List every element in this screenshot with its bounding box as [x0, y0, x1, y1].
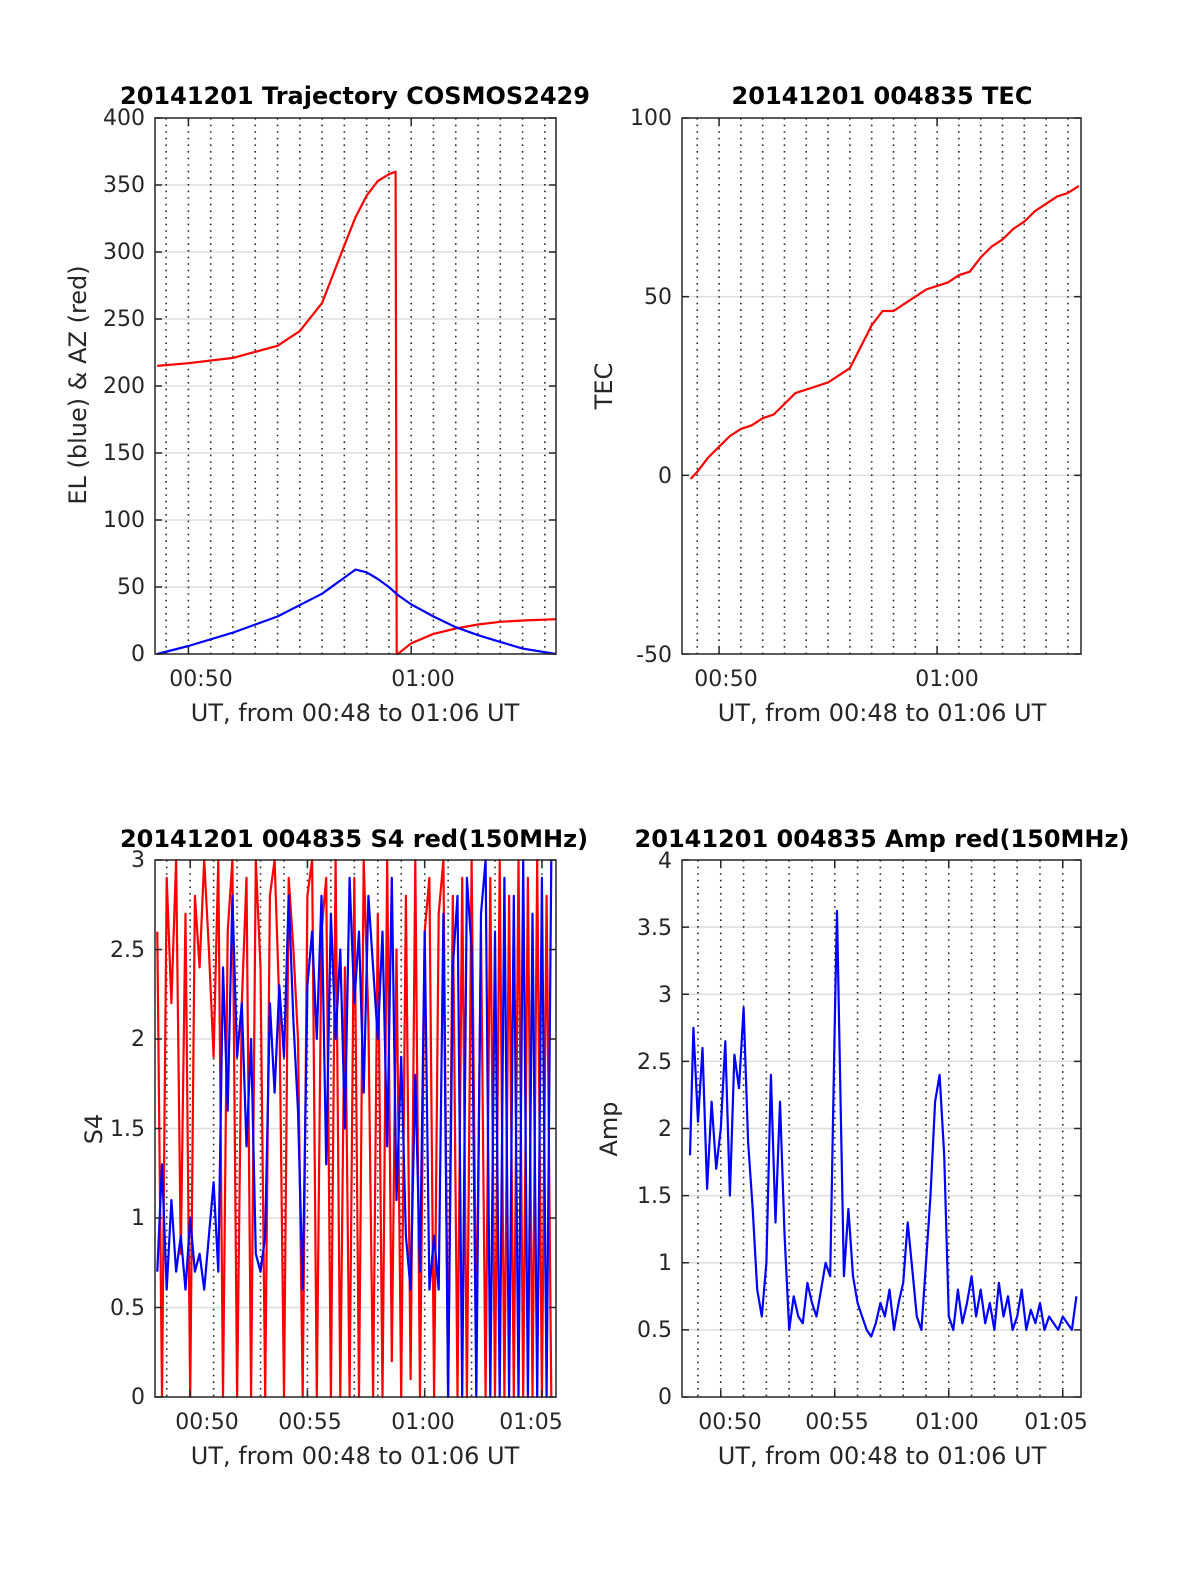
trajectory-xtick-label: 00:50 [169, 667, 232, 692]
amp-panel: 0 0.5 1 1.5 2 2.5 3 3.5 4 00:50 00:55 01… [595, 849, 1088, 1470]
amp-ytick-label: 3 [658, 983, 672, 1008]
trajectory-ytick-label: 100 [103, 508, 145, 533]
tec-ylabel: TEC [590, 363, 618, 411]
tec-panel: 20141201 004835 TEC UT, from 00:48 to 01… [590, 82, 1047, 727]
trajectory-ytick-label: 150 [103, 441, 145, 466]
tec-ytick-label: 100 [630, 106, 672, 131]
amp-series-blue-line [688, 909, 1078, 1338]
trajectory-panel: 20141201 Trajectory COSMOS2429 UT, from … [64, 82, 590, 727]
trajectory-ytick-label: 300 [103, 240, 145, 265]
amp-ytick-label: 3.5 [637, 916, 672, 941]
trajectory-title: 20141201 Trajectory COSMOS2429 [120, 82, 590, 110]
s4-xtick-label: 00:50 [175, 1410, 238, 1435]
amp-xtick-label: 01:00 [915, 1410, 978, 1435]
trajectory-ytick-label: 200 [103, 374, 145, 399]
trajectory-ytick-label: 0 [131, 642, 145, 667]
tec-xtick-label: 00:50 [694, 667, 757, 692]
tec-xtick-label: 01:00 [915, 667, 978, 692]
s4-ytick-label: 2 [131, 1027, 145, 1052]
amp-xtick-label: 01:05 [1024, 1410, 1087, 1435]
amp-xtick-label: 00:50 [698, 1410, 761, 1435]
trajectory-ytick-labels: 0 50 100 150 200 250 300 350 400 [103, 106, 145, 667]
trajectory-series-red-line [157, 170, 557, 656]
amp-ytick-label: 4 [658, 849, 672, 874]
tec-plot-area [681, 117, 1082, 655]
s4-panel: 0 0.5 1 1.5 2 2.5 3 00:50 00:55 01:00 01… [80, 848, 563, 1470]
trajectory-xlabel: UT, from 00:48 to 01:06 UT [191, 699, 520, 727]
tec-series-red-line [689, 184, 1080, 480]
amp-ylabel: Amp [595, 1101, 623, 1156]
tec-ytick-labels: -50 0 50 100 [630, 106, 672, 668]
s4-xtick-label: 01:00 [391, 1410, 454, 1435]
s4-xlabel: UT, from 00:48 to 01:06 UT [191, 1442, 520, 1470]
amp-xtick-label: 00:55 [805, 1410, 868, 1435]
trajectory-ytick-label: 350 [103, 173, 145, 198]
amp-xlabel: UT, from 00:48 to 01:06 UT [718, 1442, 1047, 1470]
tec-xtick-labels: 00:50 01:00 [694, 667, 978, 692]
s4-title: 20141201 004835 S4 red(150MHz) [120, 825, 588, 853]
trajectory-ytick-label: 250 [103, 307, 145, 332]
amp-ytick-label: 2 [658, 1117, 672, 1142]
tec-ytick-label: -50 [636, 643, 672, 668]
s4-ytick-label: 1 [131, 1206, 145, 1231]
trajectory-ylabel: EL (blue) & AZ (red) [64, 265, 92, 504]
s4-ytick-label: 1.5 [110, 1117, 145, 1142]
amp-ytick-label: 0.5 [637, 1318, 672, 1343]
s4-ylabel: S4 [80, 1114, 108, 1145]
trajectory-xtick-labels: 00:50 01:00 [169, 667, 454, 692]
trajectory-series-blue-line [156, 568, 557, 656]
amp-ytick-label: 1.5 [637, 1184, 672, 1209]
amp-title: 20141201 004835 Amp red(150MHz) [635, 825, 1130, 853]
s4-xtick-label: 00:55 [278, 1410, 341, 1435]
amp-plot-area [681, 859, 1082, 1398]
trajectory-ytick-label: 400 [103, 106, 145, 131]
amp-ytick-label: 0 [658, 1385, 672, 1410]
s4-ytick-label: 2.5 [110, 938, 145, 963]
amp-ytick-label: 2.5 [637, 1050, 672, 1075]
amp-ytick-label: 1 [658, 1251, 672, 1276]
s4-xtick-label: 01:05 [499, 1410, 562, 1435]
s4-ytick-label: 0 [131, 1385, 145, 1410]
trajectory-ytick-label: 50 [117, 575, 145, 600]
tec-title: 20141201 004835 TEC [732, 82, 1033, 110]
tec-axes-box [681, 117, 1082, 655]
tec-ytick-label: 50 [644, 285, 672, 310]
s4-ytick-label: 0.5 [110, 1296, 145, 1321]
tec-ytick-label: 0 [658, 464, 672, 489]
s4-plot-area [154, 858, 557, 1399]
trajectory-plot-area [154, 117, 557, 656]
s4-ytick-label: 3 [131, 848, 145, 873]
trajectory-xtick-label: 01:00 [391, 667, 454, 692]
tec-xlabel: UT, from 00:48 to 01:06 UT [718, 699, 1047, 727]
